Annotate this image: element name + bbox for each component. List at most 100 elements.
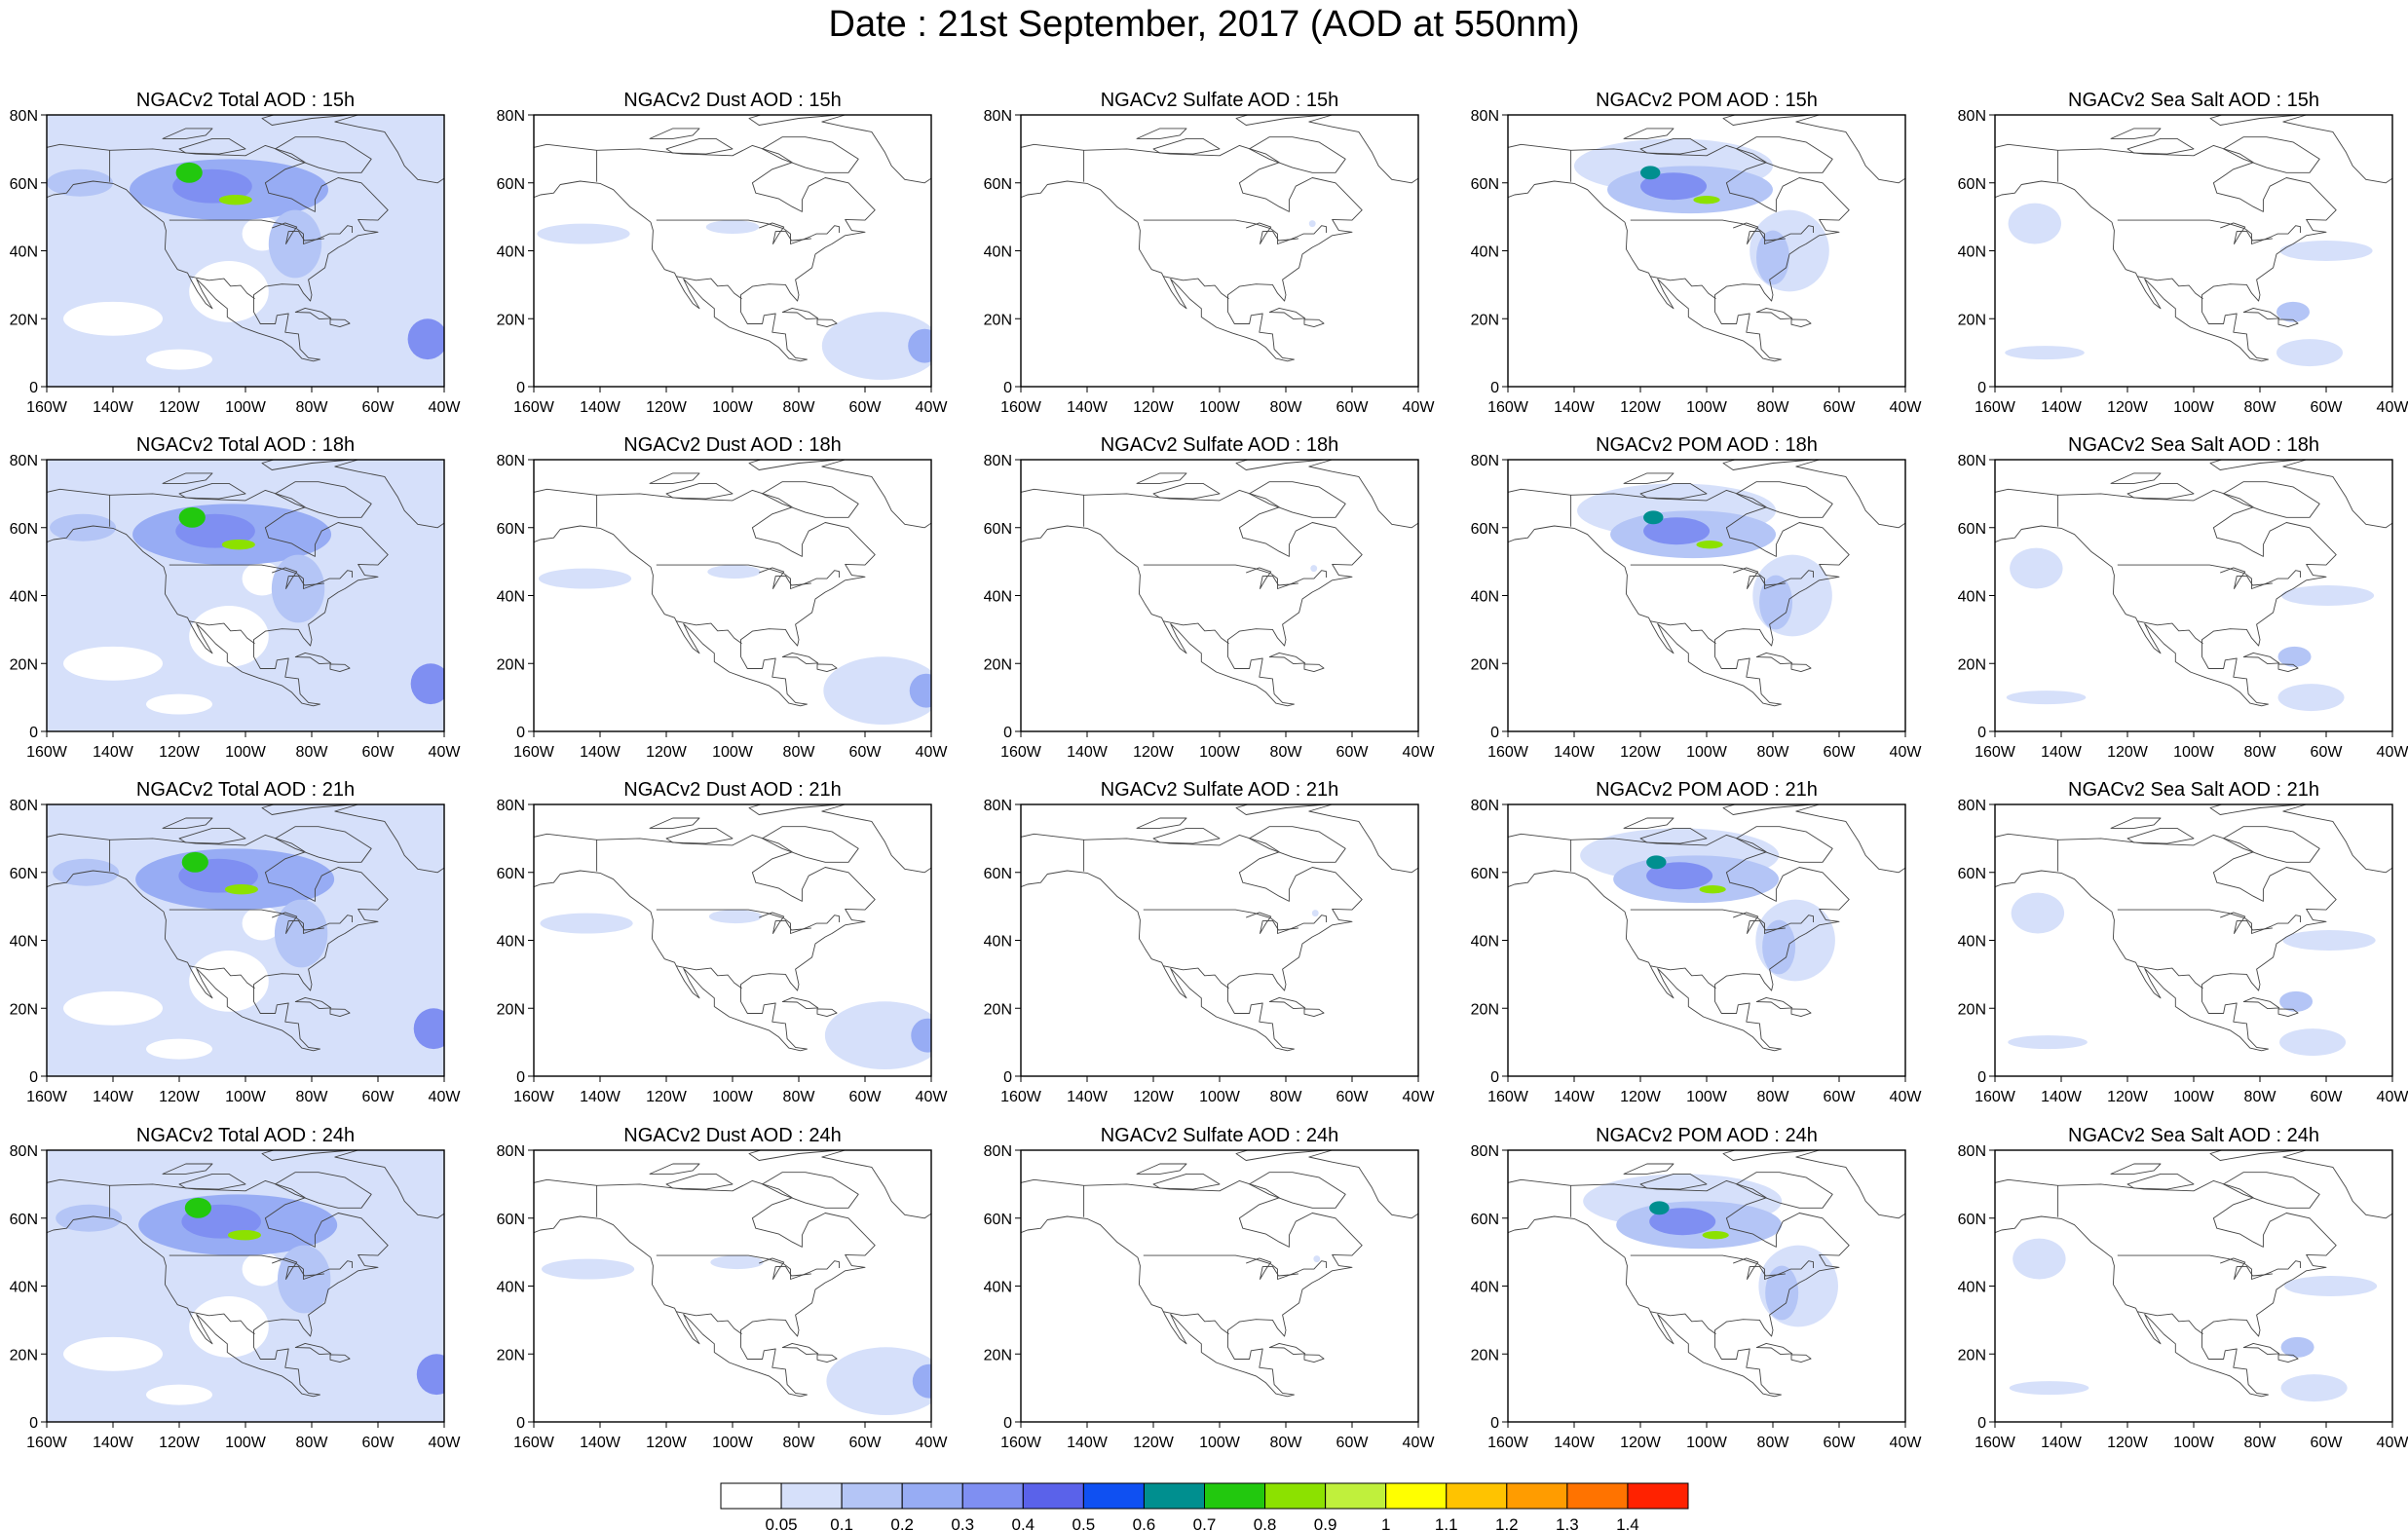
y-tick-label: 40N (10, 1280, 38, 1296)
y-tick-label: 80N (497, 1143, 525, 1160)
coastline (2126, 137, 2195, 155)
x-tick-label: 120W (159, 1089, 201, 1105)
coastline (2126, 827, 2195, 844)
x-tick-label: 80W (783, 1089, 816, 1105)
coastline (1790, 318, 1812, 328)
coastline (2277, 663, 2299, 673)
x-tick-label: 100W (1199, 399, 1241, 416)
political-border (1162, 965, 1229, 990)
y-tick-label: 20N (497, 1347, 525, 1363)
y-tick-label: 80N (1958, 798, 1986, 814)
political-border (1162, 620, 1229, 645)
panel-title: NGACv2 Total AOD : 15h (136, 90, 355, 111)
x-tick-label: 40W (1403, 1435, 1436, 1451)
coastline (1152, 137, 1221, 155)
aod-contour (2008, 203, 2061, 244)
coastline (1623, 1163, 1674, 1175)
aod-contour (1699, 885, 1726, 894)
x-tick-label: 160W (1000, 1089, 1042, 1105)
coastline (275, 1172, 372, 1209)
y-tick-label: 0 (1977, 1069, 1986, 1086)
x-tick-label: 140W (93, 399, 134, 416)
political-border (1162, 276, 1229, 300)
coastline (1623, 128, 1674, 139)
x-tick-label: 60W (2311, 1435, 2344, 1451)
political-border (2136, 1311, 2203, 1335)
colorbar-label: 1.3 (1556, 1515, 1579, 1531)
coastline (1790, 1008, 1812, 1018)
coastline (2126, 1173, 2195, 1190)
aod-clear-region (146, 349, 212, 370)
colorbar-swatch (961, 1482, 1024, 1510)
political-border (272, 912, 324, 934)
aod-contour (1762, 919, 1796, 975)
x-tick-label: 40W (1403, 744, 1436, 761)
x-tick-label: 120W (2107, 1089, 2149, 1105)
x-tick-label: 160W (1487, 1089, 1529, 1105)
panel-title: NGACv2 Sea Salt AOD : 21h (2068, 779, 2319, 801)
political-border (1733, 912, 1786, 934)
coastline (1736, 481, 1833, 518)
x-tick-label: 160W (26, 399, 68, 416)
colorbar-swatch (1082, 1482, 1145, 1510)
x-tick-label: 60W (362, 1435, 395, 1451)
coastline (294, 996, 332, 1010)
coastline (1249, 481, 1346, 518)
x-tick-label: 40W (429, 1435, 462, 1451)
colorbar-label: 0.1 (830, 1515, 853, 1531)
colorbar-swatch (841, 1482, 903, 1510)
political-border (759, 912, 811, 934)
political-border (188, 620, 255, 645)
coastline (2223, 826, 2320, 863)
y-tick-label: 80N (1958, 1143, 1986, 1160)
coastline (47, 1178, 389, 1398)
x-tick-label: 40W (916, 1435, 949, 1451)
aod-contour (911, 1018, 931, 1053)
colorbar-swatch (1566, 1482, 1629, 1510)
aod-contour (824, 1001, 931, 1070)
panel-title: NGACv2 Sulfate AOD : 21h (1101, 779, 1339, 801)
map-panel: NGACv2 Sulfate AOD : 24h 160W 140W 120W 100W… (984, 1125, 1436, 1451)
colorbar-swatch (1446, 1482, 1508, 1510)
coastline (1755, 1342, 1793, 1356)
coastline (1308, 1150, 1418, 1219)
x-tick-label: 60W (362, 744, 395, 761)
colorbar-label: 1.1 (1435, 1515, 1458, 1531)
y-tick-label: 80N (1471, 108, 1499, 125)
coastline (2209, 1150, 2301, 1161)
political-border (2220, 1257, 2273, 1280)
y-tick-label: 0 (1003, 1415, 1012, 1432)
colorbar-label: 0.4 (1011, 1515, 1035, 1531)
coastline (275, 826, 372, 863)
coastline (294, 1342, 332, 1356)
coastline (261, 804, 353, 815)
y-tick-label: 0 (516, 725, 525, 741)
coastline (1235, 460, 1327, 470)
aod-contour (2005, 346, 2085, 360)
y-tick-label: 80N (1471, 798, 1499, 814)
colorbar-swatch (901, 1482, 963, 1510)
coastline (2282, 1150, 2392, 1219)
map-panel: NGACv2 Total AOD : 18h 160W 140W 120W 100W 80… (10, 434, 462, 761)
colorbar-swatch (1264, 1482, 1327, 1510)
panel-title: NGACv2 Total AOD : 21h (136, 779, 355, 801)
coastline (816, 663, 838, 673)
political-border (272, 1257, 324, 1280)
x-tick-label: 140W (580, 399, 621, 416)
x-tick-label: 100W (2173, 1435, 2215, 1451)
x-tick-label: 40W (2377, 399, 2408, 416)
coastline (329, 318, 351, 328)
y-tick-label: 0 (1003, 380, 1012, 396)
map-panel: NGACv2 Sulfate AOD : 15h 160W 140W 120W 100W… (984, 90, 1436, 416)
coastline (762, 826, 859, 863)
political-border (1649, 620, 1716, 645)
coastline (781, 1342, 819, 1356)
coastline (781, 307, 819, 320)
aod-contour (1311, 910, 1319, 917)
political-border (675, 965, 742, 990)
y-tick-label: 60N (10, 176, 38, 193)
x-tick-label: 120W (1133, 1089, 1175, 1105)
panel-title: NGACv2 POM AOD : 18h (1596, 434, 1818, 456)
coastline (1235, 115, 1327, 126)
